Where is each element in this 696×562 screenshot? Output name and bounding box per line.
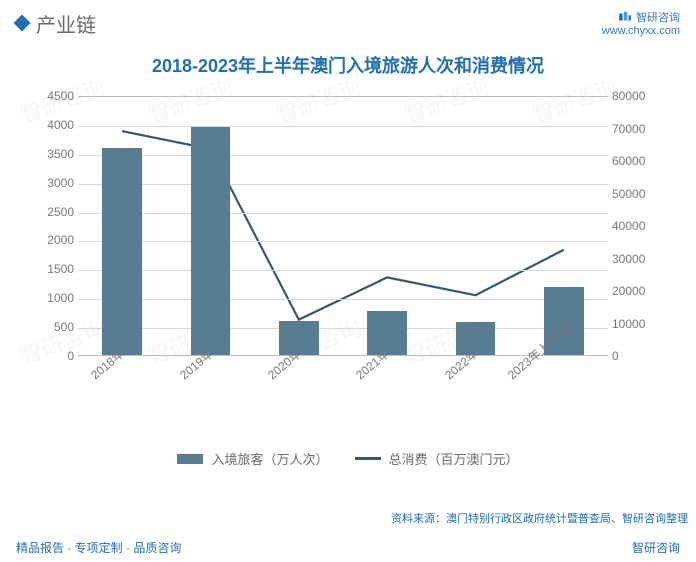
data-source: 资料来源：澳门特别行政区政府统计暨普查局、智研咨询整理	[391, 510, 688, 526]
header: Industrial Chain 产业链 智研咨询 www.chyxx.com	[0, 0, 696, 40]
brand-url: www.chyxx.com	[602, 25, 680, 37]
ytick-left: 4500	[34, 89, 74, 103]
brand-logo-icon	[618, 10, 632, 24]
bar-swatch-icon	[177, 454, 203, 464]
ytick-right: 50000	[612, 187, 658, 201]
legend: 入境旅客（万人次） 总消费（百万澳门元）	[28, 449, 668, 468]
ytick-right: 70000	[612, 122, 658, 136]
ytick-left: 4000	[34, 118, 74, 132]
gridline	[78, 126, 608, 127]
brand-name: 智研咨询	[636, 9, 680, 25]
header-left: Industrial Chain 产业链	[16, 9, 96, 38]
ytick-right: 40000	[612, 219, 658, 233]
gridline	[78, 270, 608, 271]
diamond-icon	[14, 15, 31, 32]
ytick-left: 3500	[34, 147, 74, 161]
plot-area	[78, 96, 608, 356]
gridline	[78, 328, 608, 329]
gridline	[78, 155, 608, 156]
gridline	[78, 213, 608, 214]
legend-bar-label: 入境旅客（万人次）	[211, 449, 328, 468]
footer: 精品报告 · 专项定制 · 品质咨询 智研咨询	[0, 533, 696, 562]
chart-title: 2018-2023年上半年澳门入境旅游人次和消费情况	[28, 46, 668, 88]
ytick-right: 60000	[612, 154, 658, 168]
chart-container: 2018-2023年上半年澳门入境旅游人次和消费情况 入境旅客（万人次） 总消费…	[28, 46, 668, 476]
ytick-right: 30000	[612, 252, 658, 266]
legend-item-bar: 入境旅客（万人次）	[177, 449, 328, 468]
section-title-text: 产业链	[36, 15, 96, 37]
section-title: Industrial Chain 产业链	[36, 9, 96, 38]
ytick-right: 20000	[612, 284, 658, 298]
bar	[102, 148, 142, 355]
legend-item-line: 总消费（百万澳门元）	[355, 449, 519, 468]
ytick-left: 2500	[34, 205, 74, 219]
line-series	[78, 97, 608, 357]
gridline	[78, 299, 608, 300]
footer-right: 智研咨询	[632, 539, 680, 556]
line-path	[122, 131, 564, 320]
legend-line-label: 总消费（百万澳门元）	[389, 449, 519, 468]
ytick-left: 2000	[34, 233, 74, 247]
line-swatch-icon	[355, 457, 381, 460]
ytick-right: 0	[612, 349, 658, 363]
ytick-right: 80000	[612, 89, 658, 103]
ytick-left: 3000	[34, 176, 74, 190]
footer-left: 精品报告 · 专项定制 · 品质咨询	[16, 539, 181, 556]
bar	[279, 321, 319, 355]
bar	[367, 311, 407, 355]
gridline	[78, 184, 608, 185]
bar	[191, 127, 231, 355]
ytick-left: 500	[34, 320, 74, 334]
ytick-right: 10000	[612, 317, 658, 331]
brand-block: 智研咨询 www.chyxx.com	[602, 9, 680, 37]
gridline	[78, 241, 608, 242]
ytick-left: 1500	[34, 262, 74, 276]
ytick-left: 0	[34, 349, 74, 363]
ytick-left: 1000	[34, 291, 74, 305]
